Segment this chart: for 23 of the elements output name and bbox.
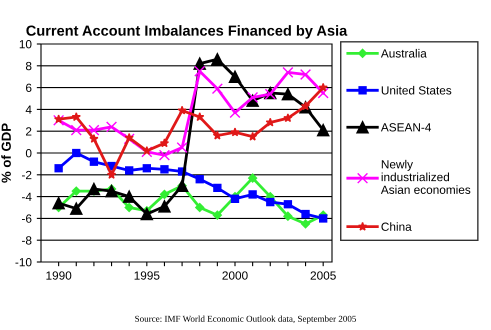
y-tick-label: 4 <box>26 106 32 114</box>
y-tick-label: -4 <box>22 192 32 201</box>
y-tick-label: 10 <box>20 40 32 48</box>
chart-title: Current Account Imbalances Financed by Asia <box>26 25 348 39</box>
legend-label: China <box>381 222 412 231</box>
y-tick-label: 0 <box>26 149 32 158</box>
y-tick-label: -2 <box>22 170 32 180</box>
y-tick-label: 6 <box>26 84 32 92</box>
y-tick-label: 2 <box>26 127 32 136</box>
legend-label: United States <box>382 86 452 95</box>
x-tick-label: 2005 <box>310 271 336 280</box>
legend-label: Newly industrialized Asian economies <box>380 160 470 194</box>
y-tick-label: 8 <box>26 62 32 70</box>
legend-label: ASEAN-4 <box>380 123 432 132</box>
y-tick-label: -6 <box>22 214 32 223</box>
x-tick-label: 1990 <box>46 271 72 280</box>
x-tick-label: 1995 <box>134 271 160 280</box>
y-tick-label: -10 <box>15 258 32 266</box>
legend-label: Australia <box>380 48 427 58</box>
y-tick-label: -8 <box>22 236 32 245</box>
x-tick-label: 2000 <box>222 271 248 280</box>
y-axis-title: % of GDP <box>1 123 11 183</box>
source-note: Source: IMF World Economic Outlook data, September 2005 <box>135 315 356 324</box>
